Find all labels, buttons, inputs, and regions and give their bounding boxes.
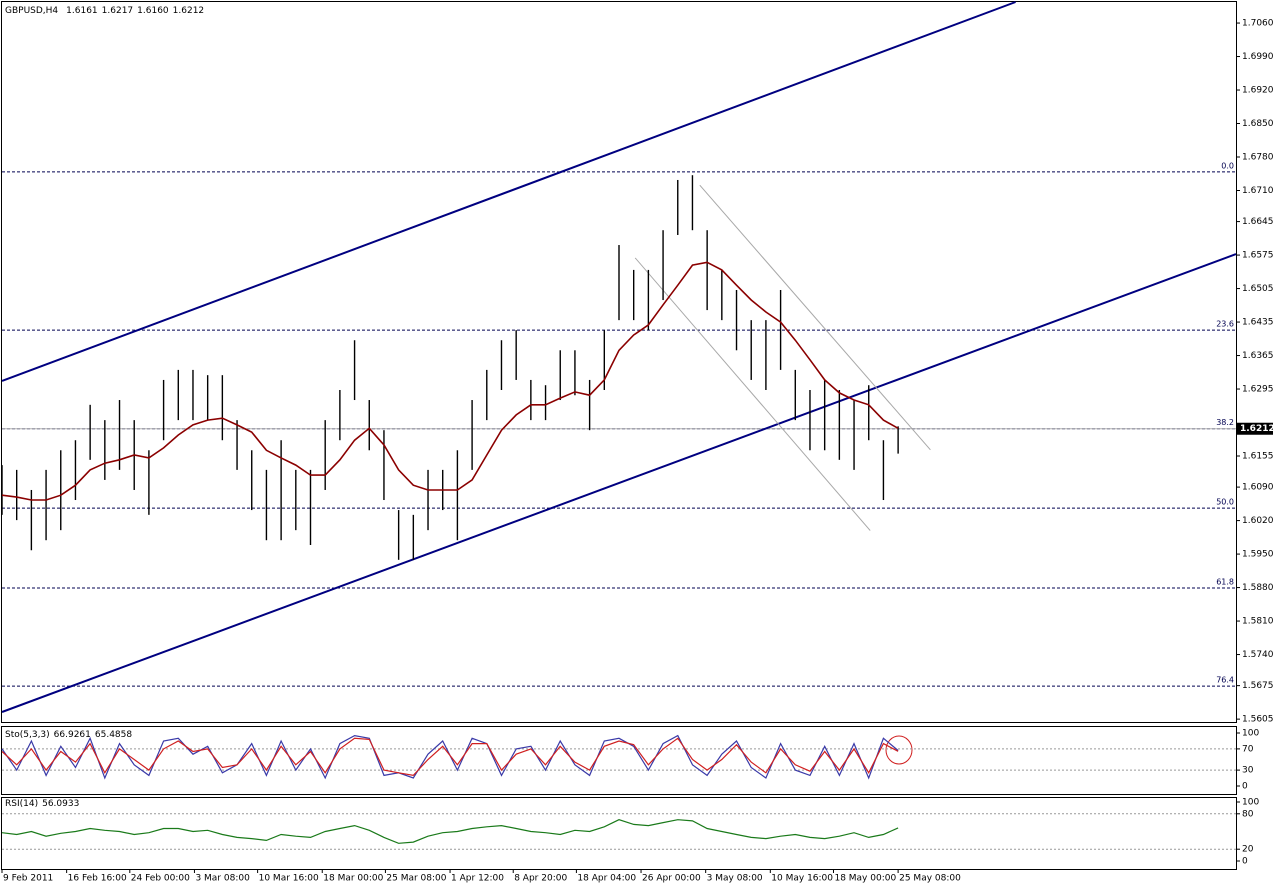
trend-line: [1, 253, 1237, 713]
y-tick-label: 80: [1242, 809, 1254, 819]
x-tick-label: 24 Feb 00:00: [131, 874, 190, 884]
y-tick-label: 1.5950: [1242, 550, 1274, 560]
indicator-header: RSI(14) 56.0933: [5, 799, 79, 809]
indicator-header: Sto(5,3,3) 66.9261 65.4858: [5, 730, 132, 740]
x-tick-label: 3 May 08:00: [707, 874, 763, 884]
indicator-value: 56.0933: [42, 799, 79, 809]
y-tick-label: 1.5675: [1242, 681, 1274, 691]
ohlc-value: 1.6161: [66, 6, 98, 16]
x-tick-label: 18 Apr 04:00: [577, 874, 636, 884]
y-tick-label: 1.6090: [1242, 483, 1274, 493]
moving-average: [1, 261, 899, 501]
main-panel: [1, 1, 1237, 723]
x-tick-label: 3 Mar 08:00: [195, 874, 250, 884]
y-tick-label: 0: [1242, 857, 1248, 867]
highlight-circle: [885, 735, 913, 765]
ohlc-value: 1.6217: [102, 6, 134, 16]
fib-label: 38.2: [1216, 418, 1234, 427]
y-tick-label: 1.6575: [1242, 251, 1274, 261]
stochastic-panel: [1, 726, 1237, 795]
indicator-value: 65.4858: [95, 730, 132, 740]
y-tick-label: 1.5740: [1242, 650, 1274, 660]
y-tick-label: 0: [1242, 782, 1248, 792]
y-tick-label: 30: [1242, 766, 1254, 776]
indicator-line: [1, 819, 899, 844]
price-box: [1237, 422, 1273, 435]
y-tick-label: 20: [1242, 845, 1254, 855]
x-tick-label: 10 Mar 16:00: [259, 874, 319, 884]
indicator-name: Sto(5,3,3): [5, 730, 50, 740]
symbol: GBPUSD,H4: [5, 6, 58, 16]
y-tick-label: 100: [1242, 729, 1259, 739]
trend-line: [634, 257, 871, 531]
y-tick-label: 1.6365: [1242, 351, 1274, 361]
y-tick-label: 1.5880: [1242, 583, 1274, 593]
indicator-name: RSI(14): [5, 799, 38, 809]
y-tick-label: 1.6990: [1242, 52, 1274, 62]
x-tick-label: 1 Apr 12:00: [451, 874, 504, 884]
x-tick-label: 8 Apr 20:00: [514, 874, 567, 884]
x-tick-label: 25 Mar 08:00: [386, 874, 446, 884]
y-tick-label: 1.6295: [1242, 385, 1274, 395]
y-tick-label: 1.6505: [1242, 284, 1274, 294]
chart-header: GBPUSD,H4 1.6161 1.6217 1.6160 1.6212: [5, 6, 204, 16]
fib-label: 23.6: [1216, 320, 1234, 329]
y-tick-label: 1.6435: [1242, 318, 1274, 328]
indicator-line: [1, 737, 899, 777]
y-tick-label: 70: [1242, 744, 1254, 754]
y-tick-label: 1.7060: [1242, 19, 1274, 29]
fib-label: 0.0: [1221, 161, 1234, 170]
y-tick-label: 100: [1242, 798, 1259, 808]
x-tick-label: 9 Feb 2011: [3, 874, 53, 884]
x-tick-label: 25 May 08:00: [899, 874, 961, 884]
y-tick-label: 1.6020: [1242, 516, 1274, 526]
x-tick-label: 16 Feb 16:00: [68, 874, 127, 884]
y-tick-label: 1.5810: [1242, 617, 1274, 627]
trend-line: [699, 184, 931, 451]
y-tick-label: 1.6920: [1242, 86, 1274, 96]
x-tick-label: 10 May 16:00: [771, 874, 833, 884]
y-tick-label: 1.6850: [1242, 119, 1274, 129]
fib-label: 76.4: [1216, 676, 1234, 685]
trend-line: [1, 1, 1016, 382]
indicator-value: 66.9261: [54, 730, 91, 740]
ohlc-value: 1.6212: [173, 6, 205, 16]
x-tick-label: 18 May 00:00: [834, 874, 896, 884]
y-tick-label: 1.6780: [1242, 153, 1274, 163]
x-tick-label: 26 Apr 00:00: [642, 874, 701, 884]
fib-label: 50.0: [1216, 498, 1234, 507]
price-box-label: 1.6212: [1240, 424, 1274, 434]
x-tick-label: 18 Mar 00:00: [323, 874, 383, 884]
y-tick-label: 1.6645: [1242, 217, 1274, 227]
y-tick-label: 1.6155: [1242, 452, 1274, 462]
y-tick-label: 1.6710: [1242, 186, 1274, 196]
ohlc-value: 1.6160: [137, 6, 169, 16]
y-tick-label: 1.5605: [1242, 715, 1274, 725]
fib-label: 61.8: [1216, 578, 1234, 587]
rsi-panel: [1, 797, 1237, 870]
